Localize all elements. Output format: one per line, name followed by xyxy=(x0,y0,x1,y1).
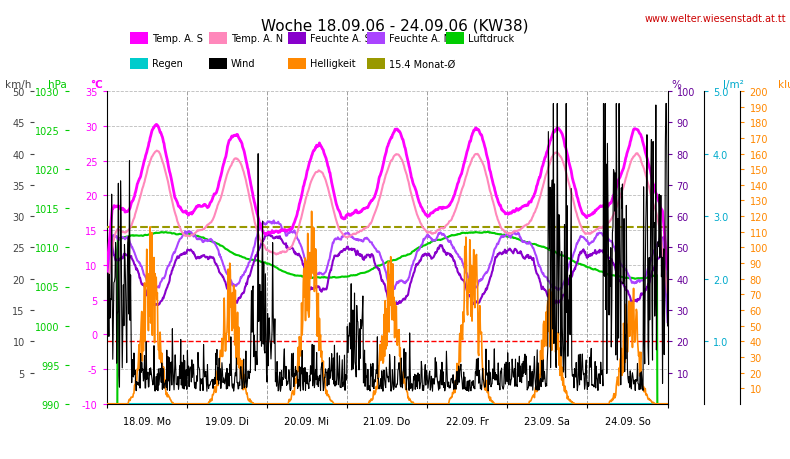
Text: 18.09. Mo: 18.09. Mo xyxy=(122,416,171,426)
Text: 19.09. Di: 19.09. Di xyxy=(205,416,249,426)
Text: km/h: km/h xyxy=(6,79,32,90)
Text: Temp. A. N: Temp. A. N xyxy=(231,34,283,44)
Text: 20.09. Mi: 20.09. Mi xyxy=(284,416,329,426)
Text: 22.09. Fr: 22.09. Fr xyxy=(446,416,488,426)
Text: 23.09. Sa: 23.09. Sa xyxy=(525,416,570,426)
Text: www.welter.wiesenstadt.at.tt: www.welter.wiesenstadt.at.tt xyxy=(645,14,786,24)
Text: Helligkeit: Helligkeit xyxy=(310,59,356,69)
Text: 21.09. Do: 21.09. Do xyxy=(363,416,411,426)
Text: Regen: Regen xyxy=(152,59,182,69)
Text: %: % xyxy=(672,79,681,90)
Text: Feuchte A. N: Feuchte A. N xyxy=(389,34,450,44)
Text: Wind: Wind xyxy=(231,59,255,69)
Text: Luftdruck: Luftdruck xyxy=(468,34,514,44)
Text: °C: °C xyxy=(90,79,103,90)
Text: 24.09. So: 24.09. So xyxy=(604,416,650,426)
Text: 15.4 Monat-Ø: 15.4 Monat-Ø xyxy=(389,59,455,69)
Text: l/m²: l/m² xyxy=(723,79,743,90)
Text: Woche 18.09.06 - 24.09.06 (KW38): Woche 18.09.06 - 24.09.06 (KW38) xyxy=(261,18,529,34)
Text: Feuchte A. S: Feuchte A. S xyxy=(310,34,371,44)
Text: hPa: hPa xyxy=(48,79,67,90)
Text: klux: klux xyxy=(778,79,790,90)
Text: Temp. A. S: Temp. A. S xyxy=(152,34,202,44)
